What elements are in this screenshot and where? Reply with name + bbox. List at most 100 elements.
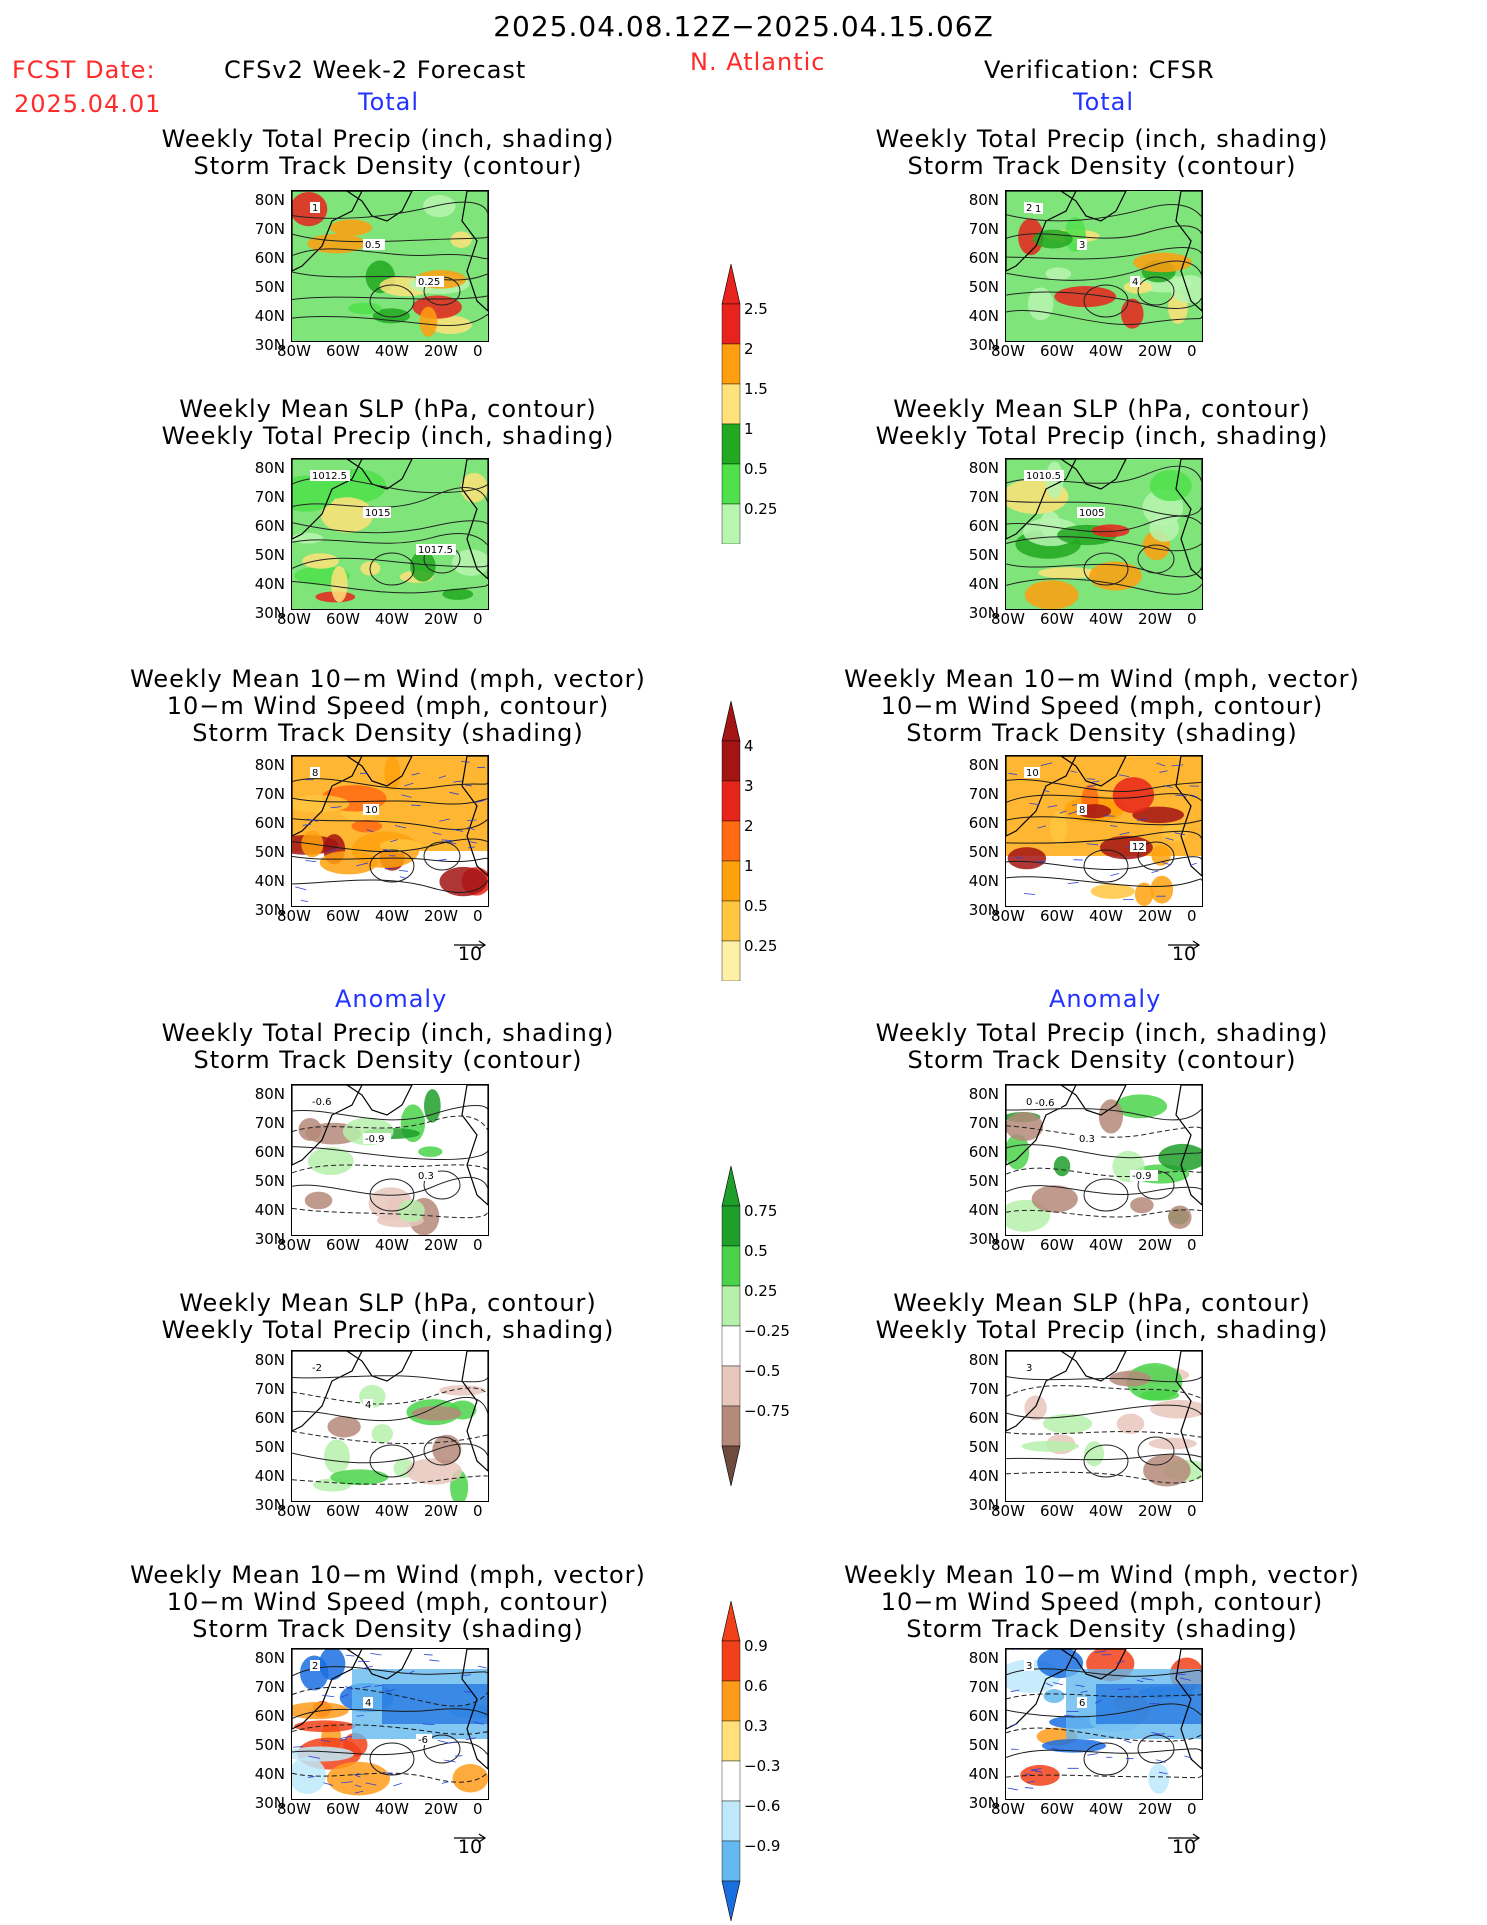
lon-tick-label: 80W bbox=[991, 610, 1025, 628]
wind-vector bbox=[356, 1773, 364, 1775]
wind-vector bbox=[467, 826, 475, 831]
svg-text:4: 4 bbox=[365, 1698, 371, 1709]
shading-area bbox=[1169, 275, 1202, 304]
map-panel: -0.6 -0.9 0.3 bbox=[291, 1084, 489, 1236]
colorbar-segment bbox=[721, 503, 741, 545]
contour-line bbox=[1006, 830, 1202, 844]
colorbar-label: 0.5 bbox=[744, 1242, 768, 1260]
colorbar-bottom-arrow bbox=[721, 1445, 741, 1487]
map-svg: 2 3 4 1 bbox=[1006, 191, 1202, 341]
panel-title: Weekly Mean SLP (hPa, contour) Weekly Tot… bbox=[108, 396, 668, 450]
shading-area bbox=[1116, 1413, 1145, 1434]
colorbar-label: 0.6 bbox=[744, 1677, 768, 1695]
svg-text:2: 2 bbox=[1026, 203, 1032, 214]
lat-tick-label: 80N bbox=[254, 1649, 285, 1667]
lon-tick-label: 40W bbox=[375, 1800, 409, 1818]
wind-vector bbox=[362, 1665, 373, 1669]
panel-title-line: Weekly Total Precip (inch, shading) bbox=[161, 125, 615, 153]
coastline-europe bbox=[461, 191, 488, 312]
shading-area bbox=[292, 532, 324, 544]
date-range-title: 2025.04.08.12Z−2025.04.15.06Z bbox=[493, 10, 994, 43]
panel-title-line: Weekly Total Precip (inch, shading) bbox=[875, 125, 1329, 153]
reference-arrow-icon bbox=[453, 933, 487, 950]
map-svg: -2 4 bbox=[292, 1351, 488, 1501]
shading-area bbox=[1148, 1437, 1197, 1450]
wind-vector bbox=[356, 862, 369, 867]
colorbar-segment bbox=[721, 820, 741, 862]
colorbar-segment bbox=[721, 940, 741, 982]
wind-vector bbox=[340, 1738, 347, 1742]
contour-line bbox=[292, 1105, 488, 1121]
panel-title-line: Storm Track Density (shading) bbox=[906, 719, 1298, 747]
wind-vector bbox=[473, 1721, 484, 1725]
contour-line bbox=[1083, 849, 1129, 883]
wind-vector bbox=[341, 1694, 349, 1698]
wind-vector bbox=[307, 1776, 315, 1778]
colorbar-label: 2.5 bbox=[744, 300, 768, 318]
shading-area bbox=[327, 1416, 361, 1438]
wind-vector bbox=[293, 1745, 304, 1748]
colorbar-svg bbox=[721, 1165, 741, 1487]
wind-vector bbox=[1165, 837, 1174, 841]
wind-vector bbox=[308, 1755, 321, 1759]
shading-area bbox=[347, 302, 382, 315]
contour-line bbox=[1137, 1436, 1175, 1466]
lon-tick-label: 20W bbox=[1138, 610, 1172, 628]
wind-vector bbox=[1024, 1773, 1032, 1776]
fcst-label: FCST Date: bbox=[12, 56, 156, 84]
wind-vector bbox=[1151, 870, 1159, 874]
lat-tick-label: 30N bbox=[254, 336, 285, 354]
shading-area bbox=[1043, 1689, 1065, 1703]
lon-tick-label: 40W bbox=[1089, 342, 1123, 360]
wind-vector bbox=[1136, 1679, 1144, 1683]
lat-tick-label: 60N bbox=[254, 1143, 285, 1161]
colorbar-label: 0.5 bbox=[744, 897, 768, 915]
colorbar-segment bbox=[721, 463, 741, 505]
lat-tick-label: 80N bbox=[254, 1085, 285, 1103]
lat-tick-label: 40N bbox=[968, 575, 999, 593]
panel-title-line: Storm Track Density (shading) bbox=[192, 1615, 584, 1643]
section-total-left: Total bbox=[358, 88, 420, 116]
wind-vector bbox=[1030, 1769, 1038, 1772]
panel-title-line: 10−m Wind Speed (mph, contour) bbox=[880, 1588, 1324, 1616]
shading-area bbox=[1096, 1684, 1202, 1724]
wind-vector bbox=[477, 766, 486, 769]
lon-tick-label: 60W bbox=[1040, 610, 1074, 628]
contour-label: -2 bbox=[310, 1362, 326, 1374]
lat-tick-label: 50N bbox=[254, 1438, 285, 1456]
coastline-north-america bbox=[292, 756, 363, 837]
coastline-europe bbox=[1175, 1351, 1202, 1472]
contour-line bbox=[1006, 500, 1202, 517]
contour-line bbox=[1006, 1693, 1202, 1700]
wind-vector bbox=[365, 1782, 377, 1786]
lat-tick-label: 30N bbox=[254, 1496, 285, 1514]
contour-line bbox=[1006, 779, 1202, 792]
contour-label: 1 bbox=[310, 202, 320, 214]
svg-text:10: 10 bbox=[1026, 768, 1039, 779]
lat-tick-label: 80N bbox=[968, 1351, 999, 1369]
contour-line bbox=[292, 1430, 488, 1445]
wind-vector bbox=[1110, 872, 1120, 876]
colorbar-label: −0.3 bbox=[744, 1757, 781, 1775]
panel-title-line: Weekly Mean SLP (hPa, contour) bbox=[179, 1289, 597, 1317]
lat-tick-label: 30N bbox=[968, 901, 999, 919]
colorbar-segment bbox=[721, 1680, 741, 1722]
wind-vector bbox=[424, 1654, 433, 1656]
wind-vector bbox=[1162, 861, 1172, 866]
shading-area bbox=[411, 1406, 462, 1421]
panel-title: Weekly Mean SLP (hPa, contour) Weekly Tot… bbox=[108, 1290, 668, 1344]
lon-tick-label: 0 bbox=[473, 342, 483, 360]
reference-arrow-icon bbox=[1167, 1826, 1201, 1843]
lon-tick-label: 80W bbox=[991, 1800, 1025, 1818]
shading-area bbox=[1038, 567, 1098, 579]
shading-area bbox=[419, 306, 438, 337]
colorbar-segment bbox=[721, 1205, 741, 1247]
svg-text:1005: 1005 bbox=[1079, 508, 1104, 519]
lat-tick-label: 40N bbox=[968, 1201, 999, 1219]
wind-vector bbox=[449, 791, 459, 795]
map-panel: 1010.5 1005 bbox=[1005, 458, 1203, 610]
contour-line bbox=[292, 778, 488, 790]
lat-tick-label: 40N bbox=[254, 575, 285, 593]
coastline-greenland bbox=[345, 191, 413, 222]
